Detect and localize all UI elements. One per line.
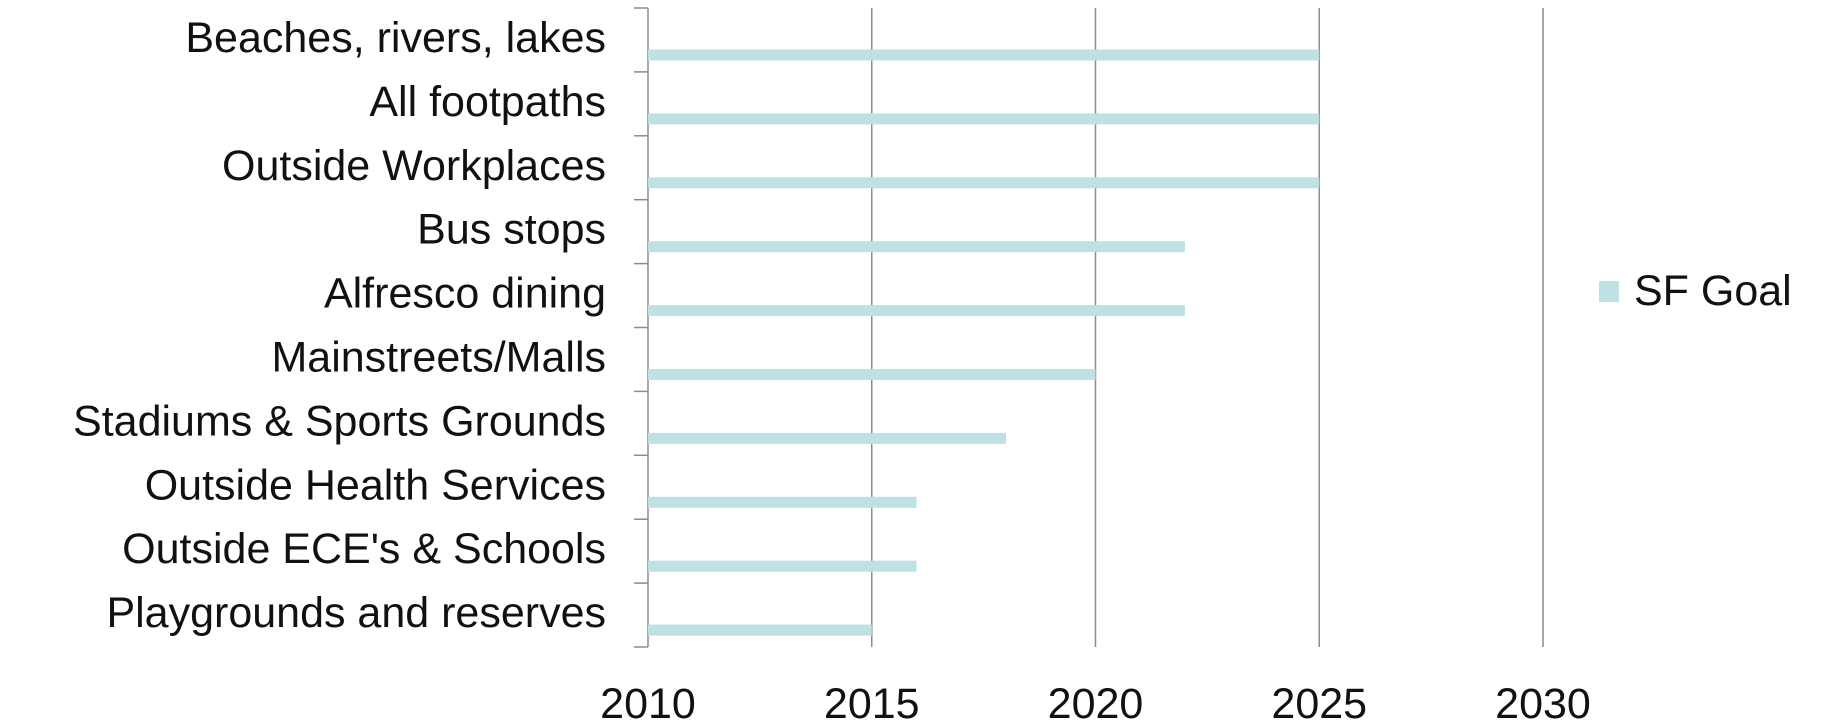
category-label-2: All footpaths xyxy=(369,78,606,126)
legend: SF Goal xyxy=(1599,267,1792,315)
category-label-7: Stadiums & Sports Grounds xyxy=(73,397,606,445)
bar-6 xyxy=(648,369,1096,380)
x-tick-label-2025: 2025 xyxy=(1271,680,1367,725)
bar-9 xyxy=(648,560,917,572)
bar-4 xyxy=(648,241,1185,253)
x-tick-label-2020: 2020 xyxy=(1048,680,1144,725)
x-tick-label-2030: 2030 xyxy=(1495,680,1591,725)
x-tick-label-2010: 2010 xyxy=(600,680,696,725)
category-label-1: Beaches, rivers, lakes xyxy=(185,14,606,62)
bar-5 xyxy=(648,305,1185,317)
vertical-gridlines xyxy=(871,8,1544,647)
legend-swatch xyxy=(1599,281,1619,302)
legend-label: SF Goal xyxy=(1634,267,1792,315)
axes xyxy=(634,7,649,648)
bar-7 xyxy=(648,432,1006,444)
bar-1 xyxy=(648,49,1320,61)
bar-8 xyxy=(648,496,917,508)
category-label-4: Bus stops xyxy=(417,206,606,254)
bar-2 xyxy=(648,113,1320,125)
category-labels: Beaches, rivers, lakes All footpaths Outsi… xyxy=(73,14,606,637)
bar-10 xyxy=(648,624,872,636)
category-label-8: Outside Health Services xyxy=(145,461,606,509)
bar-3 xyxy=(648,177,1320,189)
x-tick-labels: 2010 2015 2020 2025 2030 xyxy=(600,680,1591,725)
category-label-10: Playgrounds and reserves xyxy=(106,589,606,637)
x-tick-label-2015: 2015 xyxy=(824,680,920,725)
bars xyxy=(648,49,1320,636)
category-label-6: Mainstreets/Malls xyxy=(271,334,606,382)
category-label-5: Alfresco dining xyxy=(324,270,606,318)
category-label-3: Outside Workplaces xyxy=(222,142,606,190)
category-label-9: Outside ECE's & Schools xyxy=(122,525,606,573)
